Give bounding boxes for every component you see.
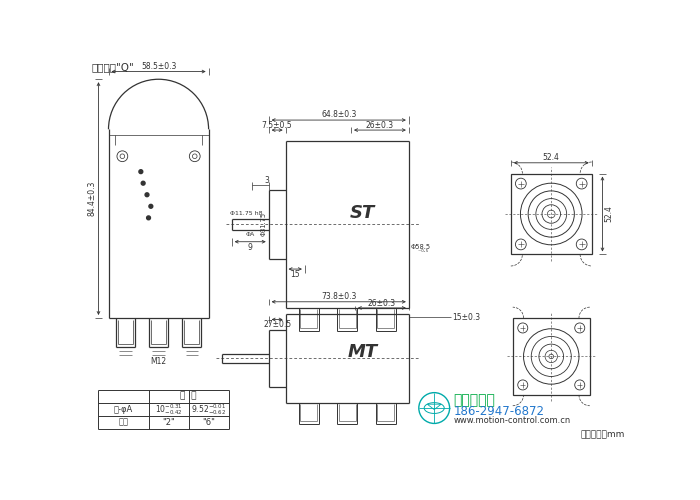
Text: ⁻⁰⋅⁵: ⁻⁰⋅⁵	[410, 250, 428, 256]
Text: 26±0.3: 26±0.3	[365, 121, 393, 130]
Text: 15±0.3: 15±0.3	[453, 312, 481, 322]
Text: "2": "2"	[162, 418, 175, 427]
Text: 轴-φA: 轴-φA	[114, 404, 133, 413]
Text: 15: 15	[290, 270, 300, 279]
Text: Φ31.75: Φ31.75	[260, 212, 266, 236]
Text: 尺寸单位：mm: 尺寸单位：mm	[580, 430, 624, 439]
Text: ΦA: ΦA	[246, 232, 255, 236]
Text: 73.8±0.3: 73.8±0.3	[321, 292, 356, 301]
Text: 84.4±0.3: 84.4±0.3	[87, 181, 96, 216]
Text: 西安德伍拓: 西安德伍拓	[454, 394, 496, 407]
Text: 代码: 代码	[118, 418, 129, 427]
Text: ST: ST	[350, 204, 375, 222]
Text: 方形法兰"Q": 方形法兰"Q"	[92, 62, 134, 72]
Text: 64.8±0.3: 64.8±0.3	[321, 110, 356, 119]
Text: 7.5±0.5: 7.5±0.5	[262, 121, 293, 130]
Text: $9.52^{-0.01}_{-0.62}$: $9.52^{-0.01}_{-0.62}$	[191, 402, 226, 416]
Circle shape	[139, 170, 143, 173]
Text: "6": "6"	[202, 418, 215, 427]
Text: www.motion-control.com.cn: www.motion-control.com.cn	[454, 416, 570, 425]
Text: 27±0.5: 27±0.5	[263, 320, 291, 330]
Text: 58.5±0.3: 58.5±0.3	[141, 62, 176, 72]
Text: 52.4: 52.4	[604, 206, 613, 222]
Circle shape	[141, 182, 145, 185]
Bar	[512, 318, 589, 395]
Circle shape	[149, 204, 153, 208]
Text: $10^{-0.31}_{-0.42}$: $10^{-0.31}_{-0.42}$	[155, 402, 183, 416]
Text: 3: 3	[264, 176, 269, 185]
Bar	[511, 174, 592, 254]
Text: Φ58.5: Φ58.5	[410, 244, 430, 250]
Text: Φ11.75 h8: Φ11.75 h8	[230, 210, 262, 216]
Text: 尺  寸: 尺 寸	[181, 392, 197, 400]
Text: MT: MT	[347, 343, 378, 361]
Circle shape	[145, 193, 149, 196]
Text: 9: 9	[248, 242, 253, 252]
Text: 26±0.3: 26±0.3	[368, 299, 396, 308]
Text: M12: M12	[150, 356, 167, 366]
Text: 52.4: 52.4	[542, 153, 560, 162]
Text: 186-2947-6872: 186-2947-6872	[454, 404, 545, 417]
Circle shape	[146, 216, 150, 220]
